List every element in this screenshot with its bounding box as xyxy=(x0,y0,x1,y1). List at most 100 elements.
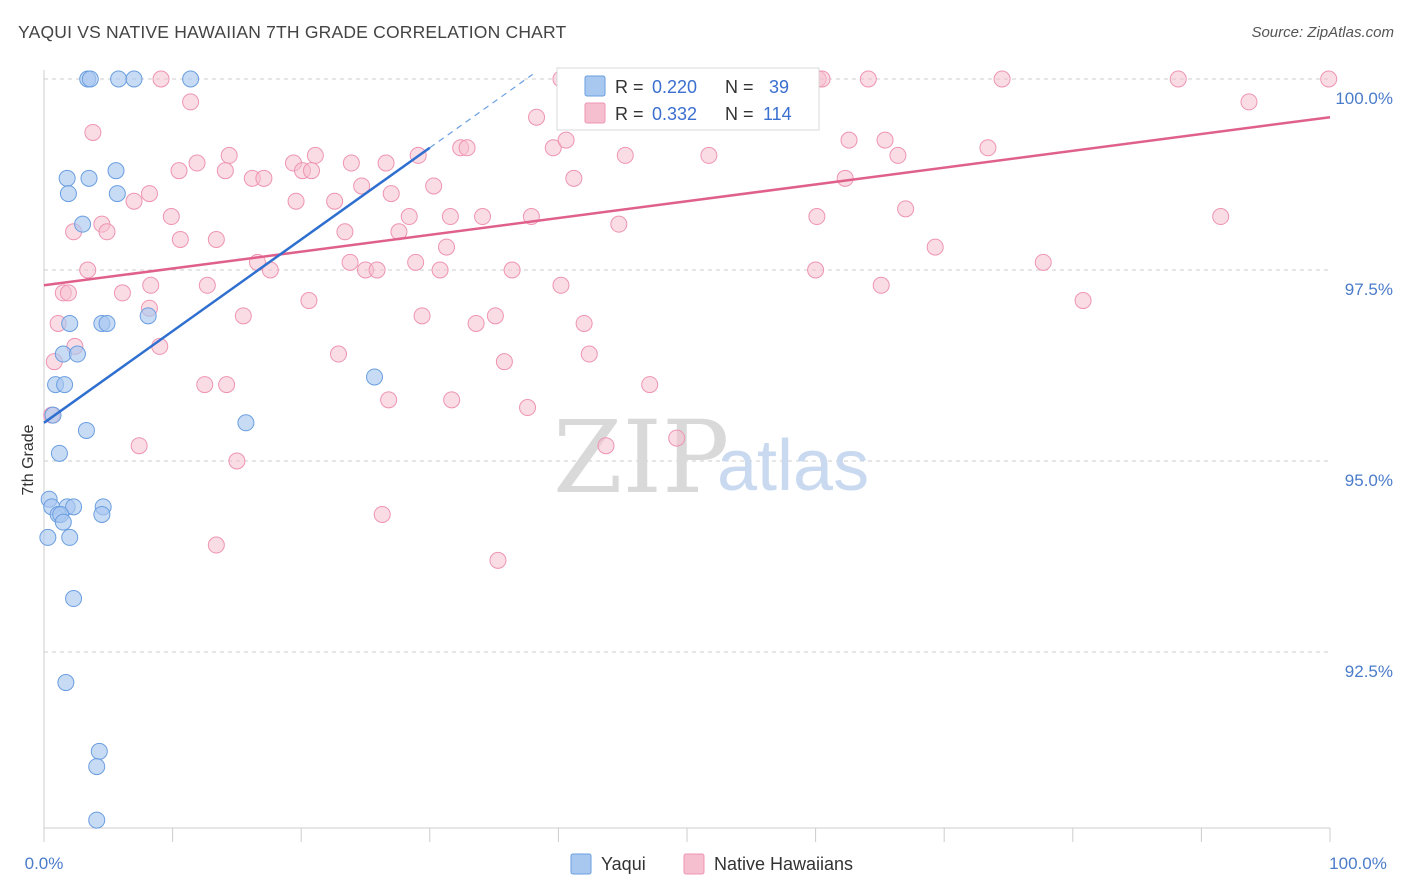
yaqui-point xyxy=(108,185,126,203)
hawaiian-point xyxy=(342,154,360,172)
hawaiian-point xyxy=(171,230,189,248)
legend-yaqui-n-label: N = xyxy=(725,77,754,97)
hawaiian-point xyxy=(467,314,485,332)
hawaiian-point xyxy=(302,162,320,180)
yaqui-point xyxy=(65,498,83,516)
hawaiian-point xyxy=(188,154,206,172)
yaqui-point xyxy=(56,376,74,394)
hawaiian-point xyxy=(503,261,521,279)
hawaiian-point xyxy=(552,276,570,294)
hawaiian-point xyxy=(519,399,537,417)
legend-hawaiian-n-label: N = xyxy=(725,104,754,124)
hawaiian-point xyxy=(196,376,214,394)
hawaiian-point xyxy=(441,208,459,226)
hawaiian-point xyxy=(979,139,997,157)
legend-yaqui-r-value: 0.220 xyxy=(652,77,697,97)
hawaiian-point xyxy=(220,146,238,164)
hawaiian-point xyxy=(152,70,170,88)
hawaiian-point xyxy=(407,253,425,271)
hawaiian-point xyxy=(218,376,236,394)
hawaiian-point xyxy=(182,93,200,111)
top-legend: R = 0.220 N = 39 R = 0.332 N = 114 xyxy=(556,67,820,131)
hawaiian-point xyxy=(836,169,854,187)
y-tick-label: 95.0% xyxy=(1345,471,1393,490)
hawaiian-point xyxy=(336,223,354,241)
hawaiian-point xyxy=(170,162,188,180)
hawaiian-point xyxy=(700,146,718,164)
hawaiian-point xyxy=(807,261,825,279)
yaqui-point xyxy=(80,169,98,187)
bottom-legend-yaqui-swatch xyxy=(570,853,592,875)
x-tick-label-min: 0.0% xyxy=(25,854,64,873)
x-axis-ticks xyxy=(43,828,1331,842)
yaqui-point xyxy=(50,444,68,462)
yaqui-point xyxy=(57,674,75,692)
bottom-legend-hawaiian-swatch xyxy=(683,853,705,875)
hawaiian-point xyxy=(380,391,398,409)
hawaiian-point xyxy=(486,307,504,325)
hawaiian-point xyxy=(413,307,431,325)
yaqui-point xyxy=(110,70,128,88)
hawaiian-point xyxy=(993,70,1011,88)
yaqui-point xyxy=(98,314,116,332)
hawaiian-point xyxy=(438,238,456,256)
y-tick-label: 97.5% xyxy=(1345,280,1393,299)
hawaiian-point xyxy=(872,276,890,294)
bottom-legend-yaqui-label: Yaqui xyxy=(601,854,646,874)
hawaiian-point xyxy=(142,276,160,294)
x-tick-label-max: 100.0% xyxy=(1329,854,1387,873)
hawaiian-point xyxy=(528,108,546,126)
hawaiian-point xyxy=(489,551,507,569)
yaqui-trend-extension xyxy=(429,73,534,149)
hawaiian-point xyxy=(300,292,318,310)
hawaiian-point xyxy=(113,284,131,302)
hawaiian-point xyxy=(373,505,391,523)
hawaiian-point xyxy=(458,139,476,157)
legend-hawaiian-r-value: 0.332 xyxy=(652,104,697,124)
hawaiian-point xyxy=(889,146,907,164)
yaqui-point xyxy=(68,345,86,363)
yaqui-point xyxy=(54,345,72,363)
hawaiian-trend-line xyxy=(43,115,1331,287)
hawaiian-point xyxy=(1034,253,1052,271)
hawaiian-point xyxy=(926,238,944,256)
yaqui-point xyxy=(93,505,111,523)
legend-hawaiian-n-value: 114 xyxy=(763,104,792,124)
hawaiian-point xyxy=(616,146,634,164)
hawaiian-point xyxy=(808,208,826,226)
hawaiian-point xyxy=(1240,93,1258,111)
yaqui-point xyxy=(107,162,125,180)
hawaiian-point xyxy=(1074,292,1092,310)
yaqui-point xyxy=(58,169,76,187)
hawaiian-point xyxy=(876,131,894,149)
hawaiian-point xyxy=(98,223,116,241)
yaqui-point xyxy=(182,70,200,88)
bottom-legend-hawaiian-label: Native Hawaiians xyxy=(714,854,853,874)
y-tick-label: 100.0% xyxy=(1335,89,1393,108)
hawaiian-point xyxy=(140,185,158,203)
legend-yaqui-n-value: 39 xyxy=(769,77,789,97)
legend-yaqui-swatch xyxy=(584,75,606,97)
hawaiian-point xyxy=(198,276,216,294)
yaqui-point xyxy=(77,421,95,439)
hawaiian-point xyxy=(287,192,305,210)
yaqui-point xyxy=(81,70,99,88)
hawaiian-point xyxy=(59,284,77,302)
hawaiian-point xyxy=(353,177,371,195)
legend-hawaiian-r-label: R = xyxy=(615,104,644,124)
yaqui-point xyxy=(139,307,157,325)
y-axis-label: 7th Grade xyxy=(20,424,37,495)
hawaiian-point xyxy=(162,208,180,226)
yaqui-point xyxy=(61,528,79,546)
native-hawaiians-series xyxy=(43,70,1338,569)
yaqui-series xyxy=(39,70,384,829)
yaqui-point xyxy=(237,414,255,432)
hawaiian-point xyxy=(341,253,359,271)
hawaiian-point xyxy=(255,169,273,187)
gridlines xyxy=(44,78,1330,653)
y-tick-label: 92.5% xyxy=(1345,662,1393,681)
yaqui-point xyxy=(88,758,106,776)
yaqui-point xyxy=(90,742,108,760)
yaqui-trend-line xyxy=(43,146,431,424)
